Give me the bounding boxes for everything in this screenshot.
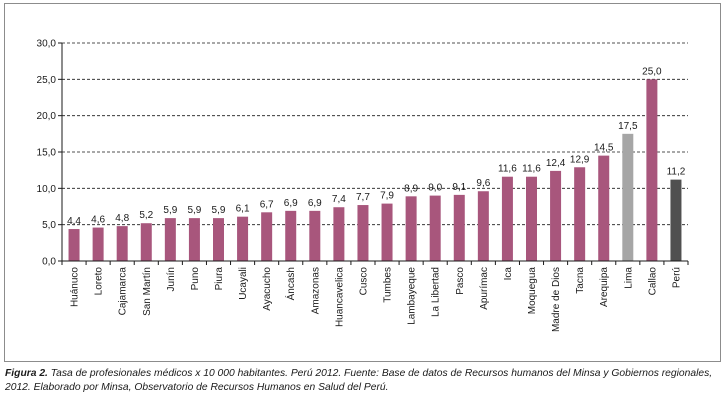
category-label: Ica — [503, 267, 514, 281]
value-label: 5,9 — [163, 205, 177, 216]
caption-text: Tasa de profesionales médicos x 10 000 h… — [5, 368, 713, 393]
category-label: Amazonas — [310, 267, 321, 314]
y-axis-ticks: 0,0 5,0 10,0 15,0 20,0 25,0 30,0 — [37, 39, 62, 268]
bar — [68, 229, 80, 261]
bar — [405, 196, 417, 261]
value-label: 11,2 — [667, 167, 686, 178]
bar — [164, 218, 176, 261]
value-label: 6,9 — [308, 198, 322, 209]
y-tick-label: 15,0 — [37, 148, 57, 159]
bar — [598, 155, 610, 261]
category-label: Tacna — [575, 267, 586, 294]
value-label: 6,1 — [236, 204, 250, 215]
value-label: 6,7 — [260, 199, 274, 210]
category-label: San Martín — [142, 267, 153, 316]
value-label: 9,0 — [428, 183, 442, 194]
bar — [261, 212, 273, 261]
category-label: Callao — [647, 267, 658, 296]
bar — [188, 218, 200, 261]
axes — [61, 43, 688, 262]
category-label: Áncash — [284, 267, 297, 300]
y-tick-label: 5,0 — [42, 220, 56, 231]
category-label: Ayacucho — [262, 267, 273, 311]
value-label: 25,0 — [642, 66, 662, 77]
bar — [333, 207, 345, 261]
caption-label: Figura 2. — [5, 368, 48, 379]
value-label: 5,2 — [139, 210, 153, 221]
value-label: 9,6 — [476, 178, 490, 189]
category-label: Loreto — [94, 267, 105, 296]
category-label: Madre de Dios — [551, 267, 562, 332]
value-label: 7,4 — [332, 194, 346, 205]
value-label: 7,7 — [356, 192, 370, 203]
category-label: Tumbes — [383, 267, 394, 303]
value-labels: 4,4 4,6 4,8 5,2 5,9 5,9 5,9 6,1 6,7 6,9 6,9 7,4 7,7 7… — [67, 66, 686, 227]
category-label: Puno — [190, 267, 201, 291]
value-label: 11,6 — [522, 164, 541, 175]
category-label: Huánuco — [70, 267, 81, 307]
category-label: La Libertad — [431, 267, 442, 317]
category-labels: Huánuco Loreto Cajamarca San Martín Junín Pun… — [61, 261, 689, 332]
y-tick-label: 30,0 — [37, 39, 57, 50]
value-label: 5,9 — [212, 205, 226, 216]
value-label: 4,8 — [115, 213, 129, 224]
value-label: 9,1 — [452, 182, 466, 193]
y-tick-label: 25,0 — [37, 75, 57, 86]
bar — [526, 176, 537, 261]
category-label: Lambayeque — [407, 267, 418, 325]
category-label: Moquegua — [527, 267, 538, 315]
bar — [670, 179, 682, 261]
category-label: Pasco — [455, 267, 466, 295]
bar — [646, 79, 658, 261]
bar-chart: 0,0 5,0 10,0 15,0 20,0 25,0 30,0 4,4 4,6 4,8 5,2 5… — [37, 39, 689, 332]
bar — [140, 223, 152, 261]
value-label: 7,9 — [380, 191, 394, 202]
bar — [357, 205, 369, 261]
y-tick-label: 0,0 — [42, 257, 56, 268]
category-label: Cajamarca — [118, 267, 129, 316]
bar — [550, 170, 562, 261]
bar — [501, 176, 513, 261]
category-label: Cusco — [358, 267, 369, 296]
bar — [213, 218, 224, 261]
category-label: Junín — [166, 267, 177, 291]
value-label: 17,5 — [618, 121, 638, 132]
value-label: 14,5 — [594, 143, 614, 154]
y-tick-label: 20,0 — [37, 111, 57, 122]
category-label: Perú — [671, 267, 682, 288]
bar — [381, 203, 393, 261]
bar — [285, 210, 297, 261]
bar — [453, 194, 465, 261]
value-label: 12,4 — [546, 158, 566, 169]
value-label: 4,6 — [91, 215, 105, 226]
bar — [92, 227, 104, 261]
category-label: Huancavelica — [334, 267, 345, 327]
figure-caption: Figura 2. Tasa de profesionales médicos … — [5, 367, 721, 394]
category-label: Ucayali — [238, 267, 249, 300]
value-label: 4,4 — [67, 216, 81, 227]
bar — [622, 133, 634, 261]
grid-lines — [62, 42, 688, 226]
bar — [309, 210, 321, 261]
value-label: 8,9 — [404, 183, 418, 194]
value-label: 6,9 — [284, 198, 298, 209]
value-label: 11,6 — [498, 164, 517, 175]
category-label: Piura — [214, 267, 225, 291]
category-label: Apurímac — [479, 267, 490, 310]
value-label: 12,9 — [570, 154, 590, 165]
bar — [237, 216, 249, 261]
category-label: Lima — [623, 267, 634, 289]
bar — [429, 195, 441, 261]
value-label: 5,9 — [187, 205, 201, 216]
bars — [68, 79, 682, 261]
category-label: Arequipa — [599, 267, 610, 307]
bar — [116, 226, 128, 261]
bar — [477, 191, 489, 261]
bar — [574, 167, 586, 261]
y-tick-label: 10,0 — [37, 184, 57, 195]
